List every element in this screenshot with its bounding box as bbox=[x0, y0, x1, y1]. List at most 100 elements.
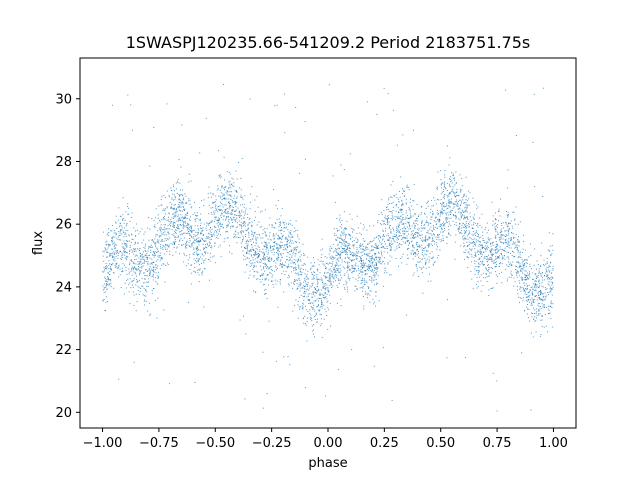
data-point bbox=[508, 238, 510, 240]
data-point bbox=[306, 274, 308, 276]
data-point bbox=[296, 261, 298, 263]
data-point bbox=[127, 240, 129, 242]
data-point bbox=[134, 259, 136, 261]
data-point bbox=[356, 258, 358, 260]
data-point bbox=[165, 196, 167, 198]
data-point bbox=[241, 211, 243, 213]
data-point bbox=[508, 222, 510, 224]
data-point bbox=[182, 199, 184, 201]
data-point bbox=[282, 265, 284, 267]
data-point bbox=[238, 236, 240, 238]
data-point bbox=[370, 290, 372, 292]
data-point bbox=[525, 278, 527, 280]
data-point bbox=[220, 217, 222, 219]
data-point bbox=[231, 225, 233, 227]
data-point bbox=[133, 294, 135, 296]
data-point bbox=[273, 241, 275, 243]
data-point bbox=[285, 270, 287, 272]
data-point bbox=[389, 236, 391, 238]
data-point bbox=[239, 187, 241, 189]
data-point bbox=[120, 216, 122, 218]
data-point bbox=[482, 277, 484, 279]
data-point bbox=[254, 250, 256, 252]
data-point bbox=[416, 244, 418, 246]
data-point bbox=[219, 223, 221, 225]
data-point bbox=[155, 264, 157, 266]
data-point bbox=[398, 226, 400, 228]
data-point bbox=[496, 247, 498, 249]
data-point bbox=[516, 246, 518, 248]
data-point bbox=[477, 280, 479, 282]
data-point bbox=[140, 254, 142, 256]
data-point bbox=[337, 278, 339, 280]
data-point bbox=[351, 236, 353, 238]
data-point bbox=[517, 240, 519, 242]
data-point bbox=[138, 293, 140, 295]
data-point bbox=[323, 264, 325, 266]
data-point bbox=[207, 243, 209, 245]
data-point bbox=[147, 256, 149, 258]
data-point bbox=[424, 223, 426, 225]
data-point bbox=[526, 275, 528, 277]
data-point bbox=[355, 262, 357, 264]
data-point bbox=[211, 234, 213, 236]
data-point bbox=[279, 260, 281, 262]
data-point bbox=[458, 211, 460, 213]
data-point bbox=[372, 239, 374, 241]
data-point bbox=[149, 263, 151, 265]
data-point bbox=[398, 238, 400, 240]
data-point bbox=[522, 248, 524, 250]
data-point bbox=[303, 299, 305, 301]
data-point bbox=[263, 283, 265, 285]
data-point bbox=[164, 231, 166, 233]
data-point bbox=[262, 233, 264, 235]
data-point bbox=[216, 235, 218, 237]
data-point bbox=[280, 237, 282, 239]
data-point bbox=[473, 224, 475, 226]
data-point bbox=[220, 209, 222, 211]
data-point bbox=[537, 304, 539, 306]
data-point bbox=[549, 266, 551, 268]
data-point bbox=[495, 243, 497, 245]
data-point bbox=[469, 237, 471, 239]
data-point bbox=[154, 226, 156, 228]
data-point bbox=[138, 233, 140, 235]
data-point bbox=[399, 229, 401, 231]
data-point bbox=[103, 260, 105, 262]
data-point bbox=[494, 250, 496, 252]
data-point bbox=[246, 247, 248, 249]
data-point bbox=[390, 240, 392, 242]
data-point bbox=[223, 241, 225, 243]
data-point bbox=[118, 267, 120, 269]
data-point bbox=[460, 189, 462, 191]
data-point bbox=[241, 246, 243, 248]
data-point bbox=[402, 253, 404, 255]
data-point bbox=[167, 244, 169, 246]
data-point bbox=[495, 246, 497, 248]
data-point bbox=[486, 222, 488, 224]
data-point bbox=[538, 270, 540, 272]
data-point bbox=[381, 263, 383, 265]
data-point bbox=[442, 235, 444, 237]
data-point bbox=[318, 297, 320, 299]
data-point bbox=[539, 335, 541, 337]
data-point bbox=[195, 235, 197, 237]
data-point bbox=[290, 262, 292, 264]
data-point bbox=[335, 254, 337, 256]
data-point bbox=[104, 247, 106, 249]
data-point bbox=[365, 265, 367, 267]
data-point bbox=[476, 241, 478, 243]
data-point bbox=[410, 216, 412, 218]
data-point bbox=[533, 278, 535, 280]
data-point bbox=[316, 274, 318, 276]
data-point bbox=[219, 177, 221, 179]
data-point bbox=[548, 281, 550, 283]
data-point bbox=[304, 387, 306, 389]
data-point bbox=[150, 270, 152, 272]
data-point bbox=[416, 228, 418, 230]
data-point bbox=[352, 268, 354, 270]
data-point bbox=[381, 220, 383, 222]
data-point bbox=[542, 305, 544, 307]
data-point bbox=[268, 224, 270, 226]
data-point bbox=[347, 274, 349, 276]
